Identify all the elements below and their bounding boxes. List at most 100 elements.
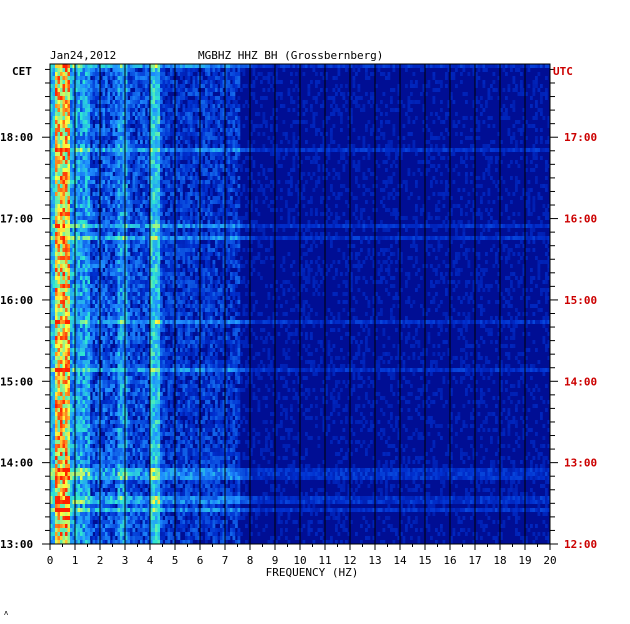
- heatmap-cell: [102, 196, 106, 200]
- heatmap-cell: [417, 168, 421, 172]
- heatmap-cell: [527, 224, 531, 228]
- heatmap-cell: [177, 152, 181, 156]
- heatmap-cell: [285, 180, 288, 184]
- heatmap-cell: [437, 88, 441, 92]
- heatmap-cell: [122, 100, 126, 104]
- heatmap-cell: [455, 132, 458, 136]
- heatmap-cell: [170, 200, 173, 204]
- heatmap-cell: [287, 188, 291, 192]
- heatmap-cell: [125, 212, 128, 216]
- heatmap-cell: [215, 72, 218, 76]
- heatmap-cell: [305, 236, 308, 240]
- heatmap-cell: [507, 228, 511, 232]
- heatmap-cell: [137, 124, 141, 128]
- heatmap-cell: [207, 212, 211, 216]
- heatmap-cell: [90, 168, 93, 172]
- heatmap-cell: [160, 180, 163, 184]
- heatmap-cell: [480, 184, 483, 188]
- heatmap-cell: [107, 168, 111, 172]
- heatmap-cell: [320, 212, 323, 216]
- heatmap-cell: [162, 116, 166, 120]
- heatmap-cell: [245, 84, 248, 88]
- heatmap-cell: [350, 232, 353, 236]
- heatmap-cell: [195, 112, 198, 116]
- heatmap-cell: [175, 232, 178, 236]
- heatmap-cell: [145, 244, 148, 248]
- heatmap-cell: [275, 152, 278, 156]
- heatmap-cell: [65, 72, 68, 76]
- heatmap-cell: [62, 88, 66, 92]
- heatmap-cell: [487, 64, 491, 68]
- heatmap-cell: [157, 192, 161, 196]
- heatmap-cell: [67, 124, 71, 128]
- heatmap-cell: [487, 148, 491, 152]
- heatmap-cell: [72, 104, 76, 108]
- heatmap-cell: [277, 180, 281, 184]
- heatmap-cell: [410, 108, 413, 112]
- heatmap-cell: [130, 100, 133, 104]
- heatmap-cell: [52, 196, 56, 200]
- heatmap-cell: [95, 216, 98, 220]
- heatmap-cell: [95, 80, 98, 84]
- heatmap-cell: [117, 88, 121, 92]
- heatmap-cell: [525, 200, 528, 204]
- heatmap-cell: [130, 116, 133, 120]
- heatmap-cell: [87, 196, 91, 200]
- heatmap-cell: [157, 100, 161, 104]
- heatmap-cell: [87, 232, 91, 236]
- heatmap-cell: [140, 136, 143, 140]
- heatmap-cell: [355, 180, 358, 184]
- heatmap-cell: [120, 72, 123, 76]
- heatmap-cell: [155, 232, 158, 236]
- heatmap-cell: [120, 120, 123, 124]
- heatmap-cell: [57, 184, 61, 188]
- heatmap-cell: [190, 64, 193, 68]
- heatmap-cell: [370, 128, 373, 132]
- heatmap-cell: [92, 200, 96, 204]
- heatmap-cell: [515, 188, 518, 192]
- heatmap-cell: [195, 180, 198, 184]
- heatmap-cell: [497, 64, 501, 68]
- heatmap-cell: [70, 188, 73, 192]
- heatmap-cell: [137, 236, 141, 240]
- heatmap-cell: [270, 224, 273, 228]
- heatmap-cell: [355, 204, 358, 208]
- heatmap-cell: [330, 224, 333, 228]
- heatmap-cell: [192, 184, 196, 188]
- heatmap-cell: [102, 128, 106, 132]
- heatmap-cell: [162, 204, 166, 208]
- heatmap-cell: [127, 152, 131, 156]
- heatmap-cell: [117, 100, 121, 104]
- heatmap-cell: [220, 240, 223, 244]
- heatmap-cell: [197, 228, 201, 232]
- heatmap-cell: [60, 184, 63, 188]
- heatmap-cell: [100, 188, 103, 192]
- heatmap-cell: [160, 188, 163, 192]
- heatmap-cell: [75, 176, 78, 180]
- heatmap-cell: [202, 168, 206, 172]
- heatmap-cell: [207, 140, 211, 144]
- heatmap-cell: [135, 104, 138, 108]
- heatmap-cell: [95, 236, 98, 240]
- heatmap-cell: [82, 188, 86, 192]
- heatmap-cell: [367, 216, 371, 220]
- heatmap-cell: [252, 228, 256, 232]
- heatmap-cell: [75, 148, 78, 152]
- heatmap-cell: [305, 240, 308, 244]
- heatmap-cell: [265, 120, 268, 124]
- heatmap-cell: [107, 200, 111, 204]
- heatmap-cell: [317, 80, 321, 84]
- heatmap-cell: [207, 100, 211, 104]
- heatmap-cell: [192, 176, 196, 180]
- heatmap-cell: [320, 240, 323, 244]
- heatmap-cell: [207, 184, 211, 188]
- heatmap-cell: [297, 188, 301, 192]
- heatmap-cell: [52, 184, 56, 188]
- heatmap-cell: [157, 240, 161, 244]
- heatmap-cell: [122, 184, 126, 188]
- heatmap-cell: [532, 116, 536, 120]
- heatmap-cell: [60, 244, 63, 248]
- heatmap-cell: [235, 164, 238, 168]
- heatmap-cell: [125, 108, 128, 112]
- heatmap-cell: [332, 176, 336, 180]
